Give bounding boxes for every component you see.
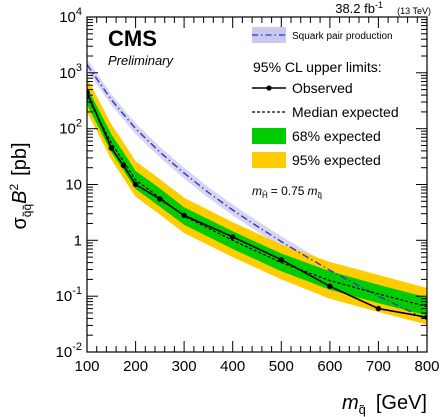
legend-label-observed: Observed — [292, 80, 353, 96]
y-axis-title: σq̃q̃B2[pb] — [7, 142, 34, 229]
legend-label-median: Median expected — [292, 104, 399, 120]
observed-point — [230, 234, 236, 240]
y-tick-label: 10-2 — [56, 341, 82, 361]
energy-label: (13 TeV) — [397, 6, 431, 16]
expected-68-band — [87, 86, 427, 316]
x-tick-label: 600 — [317, 358, 342, 375]
legend-marker-observed — [266, 85, 272, 91]
observed-point — [87, 89, 90, 95]
x-tick-label: 700 — [366, 358, 391, 375]
x-tick-labels: 100 200 300 400 500 600 700 800 — [74, 358, 439, 375]
axis-ticks — [86, 16, 428, 353]
x-axis-title: mq̃ [GeV] — [342, 392, 427, 417]
legend-label-squark: Squark pair production — [292, 31, 393, 42]
x-tick-label: 800 — [414, 358, 439, 375]
y-tick-label: 103 — [59, 62, 82, 82]
y-tick-label: 102 — [59, 118, 82, 138]
status-label: Preliminary — [108, 53, 175, 68]
y-tick-label: 104 — [59, 6, 82, 26]
mass-relation-annotation: mH̃ = 0.75 mq̃ — [252, 184, 322, 200]
observed-point — [327, 283, 333, 289]
observed-point — [181, 212, 187, 219]
y-tick-label: 10 — [65, 177, 82, 194]
x-tick-label: 200 — [123, 358, 148, 375]
observed-point — [132, 181, 139, 188]
x-tick-label: 400 — [220, 358, 245, 375]
x-tick-label: 300 — [172, 358, 197, 375]
x-tick-label: 100 — [74, 358, 99, 375]
observed-point — [108, 145, 115, 151]
x-tick-label: 500 — [269, 358, 294, 375]
squark-xsec-line — [87, 64, 427, 321]
legend-header: 95% CL upper limits: — [253, 59, 382, 75]
observed-point — [157, 196, 163, 202]
observed-point — [120, 162, 127, 169]
y-tick-label: 1 — [74, 232, 82, 249]
y-tick-labels: 10-2 10-1 1 10 102 103 104 — [56, 6, 82, 361]
legend-label-68: 68% expected — [292, 128, 381, 144]
observed-point — [375, 305, 382, 312]
observed-point — [278, 257, 284, 263]
legend: Squark pair production 95% CL upper limi… — [252, 27, 399, 168]
legend-swatch-68 — [252, 128, 286, 144]
plot-area — [87, 59, 427, 326]
legend-swatch-95 — [252, 152, 286, 168]
legend-label-95: 95% expected — [292, 152, 381, 168]
y-tick-label: 10-1 — [56, 285, 82, 305]
luminosity-label: 38.2 fb-1 — [335, 0, 383, 16]
experiment-label: CMS — [108, 26, 157, 51]
